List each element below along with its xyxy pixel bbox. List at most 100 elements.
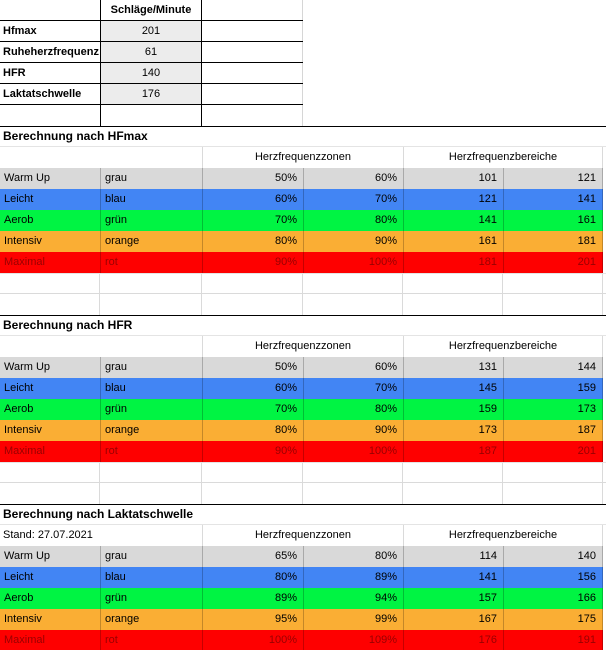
cell-zone[interactable]: Aerob (4, 403, 34, 415)
cell-empty[interactable] (0, 463, 100, 482)
cell-bpm-high[interactable]: 141 (503, 189, 603, 210)
section-title[interactable]: Berechnung nach Laktatschwelle (0, 504, 606, 525)
cell-value-ruheherzfrequenz[interactable]: 61 (100, 42, 202, 62)
ranges-header[interactable]: Herzfrequenzbereiche (403, 336, 603, 357)
cell-empty[interactable] (202, 21, 303, 41)
cell-empty[interactable] (303, 463, 403, 482)
cell-zone[interactable]: Leicht (4, 382, 34, 394)
cell-color-name[interactable]: grün (100, 399, 202, 420)
cell-bpm-high[interactable]: 187 (503, 420, 603, 441)
cell-empty[interactable] (202, 84, 303, 104)
cell-color-name[interactable]: orange (100, 231, 202, 252)
cell-zone[interactable]: Maximal (4, 445, 45, 457)
cell-bpm-high[interactable]: 156 (503, 567, 603, 588)
top-table-header-cell[interactable]: Schläge/Minute (100, 0, 202, 20)
cell-bpm-high[interactable]: 175 (503, 609, 603, 630)
cell-empty[interactable] (202, 483, 303, 504)
cell-empty[interactable] (0, 274, 100, 293)
cell-value-hfmax[interactable]: 201 (100, 21, 202, 41)
cell-bpm-low[interactable]: 121 (403, 189, 503, 210)
cell-empty[interactable] (403, 483, 503, 504)
cell-note-stand[interactable]: Stand: 27.07.2021 (3, 529, 93, 541)
cell-color-name[interactable]: rot (100, 630, 202, 650)
cell-color-name[interactable]: rot (100, 252, 202, 273)
cell-bpm-low[interactable]: 181 (403, 252, 503, 273)
cell-empty[interactable] (403, 294, 503, 315)
cell-bpm-low[interactable]: 114 (403, 546, 503, 567)
cell-bpm-low[interactable]: 173 (403, 420, 503, 441)
cell-bpm-high[interactable]: 161 (503, 210, 603, 231)
cell-color-name[interactable]: orange (100, 420, 202, 441)
section-title[interactable]: Berechnung nach HFR (0, 315, 606, 336)
cell-empty[interactable] (100, 105, 202, 126)
cell-empty[interactable] (503, 294, 603, 315)
cell-pct-high[interactable]: 99% (303, 609, 403, 630)
cell-bpm-low[interactable]: 161 (403, 231, 503, 252)
cell-pct-low[interactable]: 60% (202, 378, 303, 399)
zones-header[interactable]: Herzfrequenzzonen (202, 525, 403, 546)
cell-color-name[interactable]: grau (100, 168, 202, 189)
cell-bpm-high[interactable]: 140 (503, 546, 603, 567)
cell-pct-high[interactable]: 109% (303, 630, 403, 650)
cell-bpm-high[interactable]: 166 (503, 588, 603, 609)
cell-empty[interactable] (100, 483, 202, 504)
cell-pct-low[interactable]: 80% (202, 420, 303, 441)
cell-zone[interactable]: Intensiv (4, 424, 42, 436)
cell-color-name[interactable]: grün (100, 588, 202, 609)
cell-note[interactable] (0, 336, 202, 357)
cell-pct-low[interactable]: 60% (202, 189, 303, 210)
cell-empty[interactable] (100, 274, 202, 293)
cell-empty[interactable] (202, 105, 303, 126)
cell-color-name[interactable]: blau (100, 378, 202, 399)
cell-empty[interactable] (202, 294, 303, 315)
cell-color-name[interactable]: grün (100, 210, 202, 231)
cell-pct-low[interactable]: 80% (202, 567, 303, 588)
cell-zone[interactable]: Intensiv (4, 235, 42, 247)
cell-pct-low[interactable]: 80% (202, 231, 303, 252)
cell-pct-low[interactable]: 50% (202, 168, 303, 189)
cell-empty[interactable] (503, 483, 603, 504)
cell-empty[interactable] (403, 274, 503, 293)
cell-empty[interactable] (303, 294, 403, 315)
cell-label-hfr[interactable]: HFR (3, 67, 26, 79)
cell-bpm-low[interactable]: 141 (403, 567, 503, 588)
cell-empty[interactable] (503, 463, 603, 482)
cell-pct-low[interactable]: 50% (202, 357, 303, 378)
cell-empty[interactable] (0, 483, 100, 504)
cell-label-ruheherzfrequenz[interactable]: Ruheherzfrequenz (3, 46, 99, 58)
cell-bpm-high[interactable]: 173 (503, 399, 603, 420)
cell-pct-low[interactable]: 89% (202, 588, 303, 609)
cell-bpm-low[interactable]: 187 (403, 441, 503, 462)
cell-color-name[interactable]: grau (100, 357, 202, 378)
cell-color-name[interactable]: grau (100, 546, 202, 567)
cell-pct-high[interactable]: 80% (303, 546, 403, 567)
cell-empty[interactable] (202, 63, 303, 83)
cell-bpm-high[interactable]: 191 (503, 630, 603, 650)
cell-pct-high[interactable]: 100% (303, 252, 403, 273)
cell-empty[interactable] (0, 0, 100, 20)
ranges-header[interactable]: Herzfrequenzbereiche (403, 525, 603, 546)
cell-bpm-low[interactable]: 141 (403, 210, 503, 231)
cell-color-name[interactable]: orange (100, 609, 202, 630)
cell-zone[interactable]: Aerob (4, 214, 34, 226)
cell-pct-high[interactable]: 90% (303, 231, 403, 252)
cell-pct-high[interactable]: 80% (303, 210, 403, 231)
cell-label-hfmax[interactable]: Hfmax (3, 25, 37, 37)
cell-pct-high[interactable]: 60% (303, 357, 403, 378)
cell-empty[interactable] (202, 274, 303, 293)
cell-bpm-high[interactable]: 159 (503, 378, 603, 399)
cell-zone[interactable]: Warm Up (4, 550, 51, 562)
zones-header[interactable]: Herzfrequenzzonen (202, 336, 403, 357)
cell-pct-low[interactable]: 65% (202, 546, 303, 567)
cell-empty[interactable] (303, 274, 403, 293)
cell-bpm-low[interactable]: 167 (403, 609, 503, 630)
cell-zone[interactable]: Leicht (4, 193, 34, 205)
cell-pct-low[interactable]: 70% (202, 210, 303, 231)
cell-pct-low[interactable]: 90% (202, 441, 303, 462)
cell-pct-high[interactable]: 80% (303, 399, 403, 420)
zones-header[interactable]: Herzfrequenzzonen (202, 147, 403, 168)
cell-pct-high[interactable]: 100% (303, 441, 403, 462)
cell-zone[interactable]: Maximal (4, 634, 45, 646)
cell-bpm-low[interactable]: 157 (403, 588, 503, 609)
cell-color-name[interactable]: blau (100, 567, 202, 588)
